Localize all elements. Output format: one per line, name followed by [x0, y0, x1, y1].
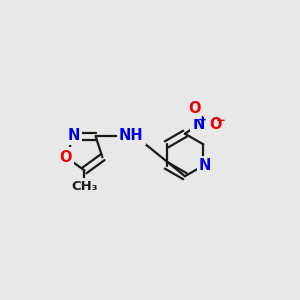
Text: −: − [216, 114, 226, 127]
Text: O: O [209, 117, 222, 132]
Text: O: O [188, 101, 200, 116]
Text: CH₃: CH₃ [71, 180, 98, 193]
Text: N: N [192, 117, 205, 132]
Text: N: N [67, 128, 80, 143]
Text: NH: NH [119, 128, 144, 142]
Text: O: O [59, 150, 71, 165]
Text: N: N [199, 158, 211, 173]
Text: +: + [198, 115, 207, 125]
